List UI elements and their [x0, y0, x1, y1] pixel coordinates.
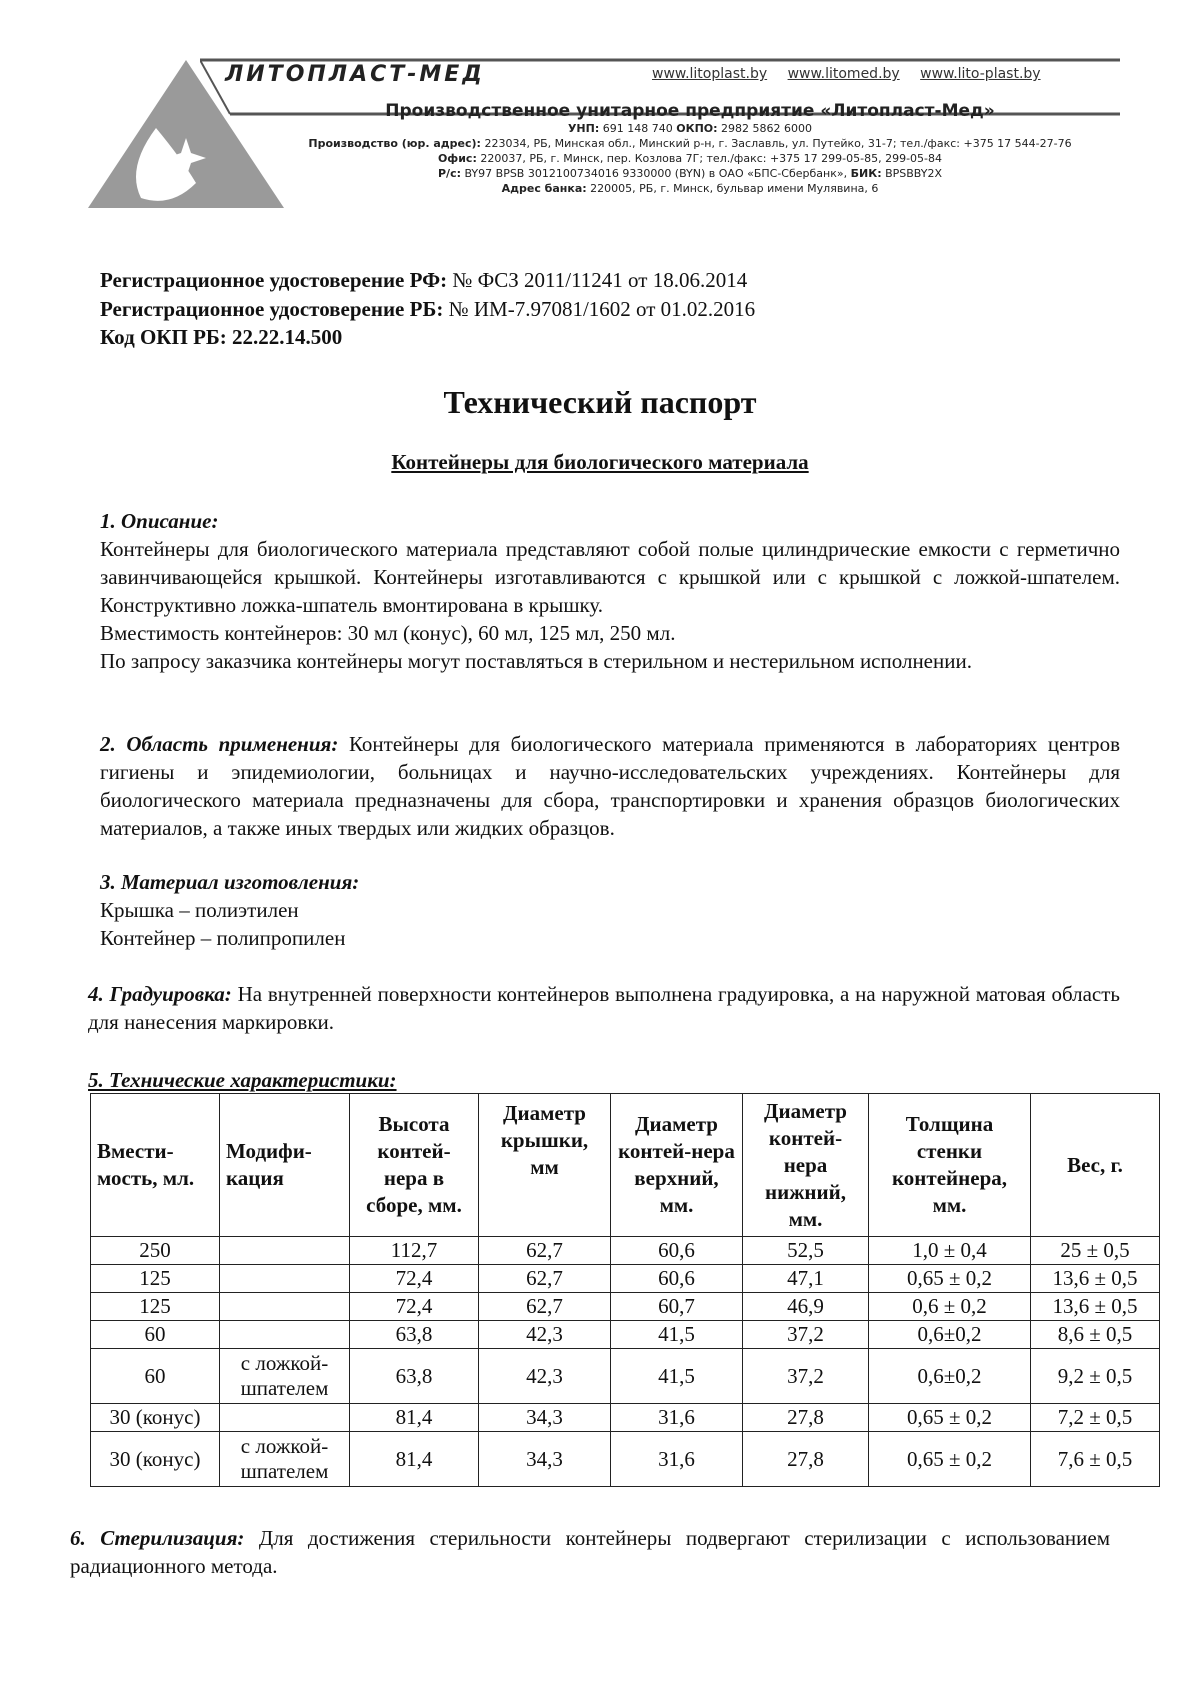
table-cell: 81,4: [349, 1431, 479, 1487]
table-row: 30 (конус) с ложкой-шпателем 81,4 34,3 31,6 2…: [90, 1431, 1160, 1487]
table-cell: 62,7: [478, 1264, 611, 1293]
section-graduation: 4. Градуировка: На внутренней поверхност…: [88, 982, 1120, 1034]
col-header: Вмести-мость, мл.: [90, 1093, 220, 1237]
table-cell: 0,65 ± 0,2: [868, 1264, 1031, 1293]
table-cell: 0,6±0,2: [868, 1320, 1031, 1349]
office-address: Офис: 220037, РБ, г. Минск, пер. Козлова…: [437, 152, 943, 165]
table-cell: 30 (конус): [90, 1403, 220, 1432]
table-cell: 41,5: [610, 1320, 743, 1349]
table-cell: 72,4: [349, 1264, 479, 1293]
table-cell: [219, 1320, 350, 1349]
section-material: 3. Материал изготовления: Крышка – полиэ…: [100, 870, 360, 950]
page-title: Технический паспорт: [443, 384, 757, 420]
table-row: 250 112,7 62,7 60,6 52,5 1,0 ± 0,4 25 ± 0,5: [90, 1236, 1160, 1265]
okp-code: Код ОКП РБ: 22.22.14.500: [100, 325, 343, 349]
table-cell: 60,7: [610, 1292, 743, 1321]
table-cell: 0,65 ± 0,2: [868, 1403, 1031, 1432]
table-cell: 7,2 ± 0,5: [1030, 1403, 1160, 1432]
table-cell: 112,7: [349, 1236, 479, 1265]
table-cell: 63,8: [349, 1320, 479, 1349]
website-link[interactable]: www.litoplast.by: [652, 66, 768, 82]
bank-address: Адрес банка: 220005, РБ, г. Минск, бульв…: [501, 182, 879, 195]
website-link[interactable]: www.lito-plast.by: [920, 66, 1041, 82]
table-cell: с ложкой-шпателем: [219, 1431, 350, 1487]
table-row: 125 72,4 62,7 60,6 47,1 0,65 ± 0,2 13,6 ± 0,5: [90, 1264, 1160, 1293]
table-cell: 30 (конус): [90, 1431, 220, 1487]
col-header: Диаметр контей-нера нижний, мм.: [742, 1093, 869, 1237]
table-cell: с ложкой-шпателем: [219, 1348, 350, 1404]
table-row: 30 (конус) 81,4 34,3 31,6 27,8 0,65 ± 0,2 7,2 …: [90, 1403, 1160, 1432]
registration-rb: Регистрационное удостоверение РБ: № ИМ-7…: [100, 297, 756, 321]
table-cell: 42,3: [478, 1320, 611, 1349]
section-description: 1. Описание: Контейнеры для биологическо…: [100, 509, 1120, 673]
col-header: Вес, г.: [1030, 1093, 1160, 1237]
table-cell: 31,6: [610, 1403, 743, 1432]
table-cell: 8,6 ± 0,5: [1030, 1320, 1160, 1349]
table-cell: 60,6: [610, 1236, 743, 1265]
company-ids: УНП: 691 148 740 ОКПО: 2982 5862 6000: [567, 122, 813, 135]
table-cell: 31,6: [610, 1431, 743, 1487]
registration-rf: Регистрационное удостоверение РФ: № ФСЗ …: [100, 268, 748, 292]
table-cell: 0,6 ± 0,2: [868, 1292, 1031, 1321]
table-cell: [219, 1403, 350, 1432]
table-cell: 63,8: [349, 1348, 479, 1404]
table-cell: 125: [90, 1292, 220, 1321]
table-cell: 9,2 ± 0,5: [1030, 1348, 1160, 1404]
table-cell: 0,65 ± 0,2: [868, 1431, 1031, 1487]
table-cell: 13,6 ± 0,5: [1030, 1292, 1160, 1321]
specs-table: Вмести-мость, мл. Модифи-кация Высота ко…: [90, 1093, 1160, 1487]
letterhead-banner: [200, 58, 1120, 116]
bank-account: Р/с: BY97 BPSB 3012100734016 9330000 (BY…: [437, 167, 943, 180]
table-cell: 46,9: [742, 1292, 869, 1321]
table-cell: [219, 1292, 350, 1321]
section-sterilization: 6. Стерилизация: Для достижения стерильн…: [70, 1526, 1110, 1578]
brand-wordmark: ЛИТОПЛАСТ-МЕД: [225, 62, 485, 87]
table-cell: 42,3: [478, 1348, 611, 1404]
table-cell: 47,1: [742, 1264, 869, 1293]
section-specs: 5. Технические характеристики:: [88, 1068, 397, 1092]
production-address: Производство (юр. адрес): 223034, РБ, Ми…: [308, 137, 1072, 150]
col-header: Модифи-кация: [219, 1093, 350, 1237]
table-cell: 52,5: [742, 1236, 869, 1265]
table-cell: 7,6 ± 0,5: [1030, 1431, 1160, 1487]
table-cell: 25 ± 0,5: [1030, 1236, 1160, 1265]
table-cell: 37,2: [742, 1348, 869, 1404]
table-cell: 34,3: [478, 1403, 611, 1432]
col-header: Высота контей-нера в сборе, мм.: [349, 1093, 479, 1237]
websites: www.litoplast.by www.litomed.by www.lito…: [652, 66, 1051, 82]
col-header: Диаметр крышки, мм: [478, 1093, 611, 1237]
table-header-row: Вмести-мость, мл. Модифи-кация Высота ко…: [90, 1093, 1160, 1237]
table-row: 125 72,4 62,7 60,7 46,9 0,6 ± 0,2 13,6 ± 0,5: [90, 1292, 1160, 1321]
website-link[interactable]: www.litomed.by: [787, 66, 900, 82]
table-cell: 250: [90, 1236, 220, 1265]
table-cell: [219, 1236, 350, 1265]
table-cell: 125: [90, 1264, 220, 1293]
table-row: 60 63,8 42,3 41,5 37,2 0,6±0,2 8,6 ± 0,5: [90, 1320, 1160, 1349]
table-cell: 27,8: [742, 1431, 869, 1487]
table-cell: 60: [90, 1320, 220, 1349]
table-cell: 62,7: [478, 1292, 611, 1321]
table-cell: 13,6 ± 0,5: [1030, 1264, 1160, 1293]
table-cell: 60,6: [610, 1264, 743, 1293]
col-header: Толщина стенки контейнера, мм.: [868, 1093, 1031, 1237]
table-cell: 34,3: [478, 1431, 611, 1487]
col-header: Диаметр контей-нера верхний, мм.: [610, 1093, 743, 1237]
table-cell: [219, 1264, 350, 1293]
table-cell: 0,6±0,2: [868, 1348, 1031, 1404]
table-row: 60 с ложкой-шпателем 63,8 42,3 41,5 37,2 0,6±0…: [90, 1348, 1160, 1404]
table-cell: 1,0 ± 0,4: [868, 1236, 1031, 1265]
table-cell: 37,2: [742, 1320, 869, 1349]
company-name: Производственное унитарное предприятие «…: [385, 101, 995, 121]
company-logo: [88, 60, 284, 208]
table-cell: 60: [90, 1348, 220, 1404]
table-cell: 81,4: [349, 1403, 479, 1432]
table-cell: 72,4: [349, 1292, 479, 1321]
table-cell: 27,8: [742, 1403, 869, 1432]
page-subtitle: Контейнеры для биологического материала: [391, 450, 809, 474]
table-cell: 62,7: [478, 1236, 611, 1265]
table-cell: 41,5: [610, 1348, 743, 1404]
section-application: 2. Область применения: Контейнеры для би…: [100, 732, 1120, 840]
